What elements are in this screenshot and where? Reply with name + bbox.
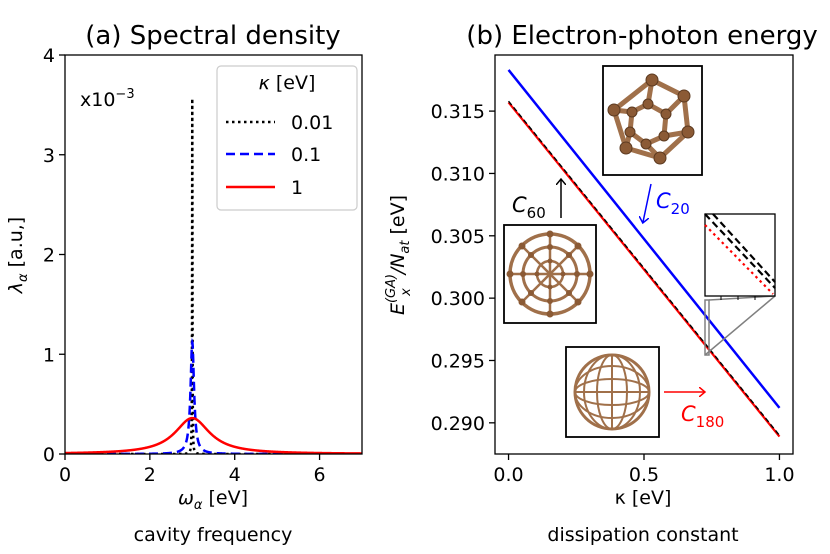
panel-b-ylabel: E(GA)x/Nat [eV] [384,195,414,315]
panel-a-xlabel-unit: [eV] [202,487,248,509]
panel-a-xtick-label: 6 [314,464,326,486]
zoom-connector-top [708,295,776,301]
panel-b-xlabel: κ [eV] [615,487,672,509]
c20-label-base: C [656,189,671,213]
legend-title: κ [eV] [259,72,316,94]
panel-b-ylabel-main: E [387,303,409,315]
panel-a-xlabel2: cavity frequency [134,524,293,546]
panel-a-xlabel-symbol: ω [178,487,194,509]
c60-label-base: C [512,193,527,217]
panel-b-electron-photon-energy: (b) Electron-photon energy 0.0 0.5 1.0 0.2… [384,21,818,546]
panel-b-ytick-label: 0.300 [431,288,485,310]
energy-line-C20 [507,69,781,409]
panel-b-ytick-label: 0.310 [431,163,485,185]
panel-a-scale-base: x10 [80,89,115,111]
energy-line-C180 [507,101,781,438]
panel-b-ytick-label: 0.295 [431,350,485,372]
panel-a-ytick-label: 1 [43,344,55,366]
panel-a-scale-exp: −3 [115,87,134,102]
panel-a-ytick-label: 3 [43,145,55,167]
panel-a-xtick-label: 4 [229,464,241,486]
legend-label-0.01: 0.01 [291,112,333,134]
panel-a-xlabel: ωα [eV] [178,487,248,513]
panel-b-xtick-label: 0.0 [493,464,523,486]
c20-arrow [643,183,652,222]
panel-b-title: (b) Electron-photon energy [466,21,817,51]
legend-label-1: 1 [291,177,303,199]
c180-label-sub: 180 [696,413,725,431]
c180-molecule-image [565,346,660,438]
panel-a-ylabel-sub: α [16,273,31,282]
legend-title-unit: [eV] [270,72,316,94]
panel-a-ytick-label: 2 [43,245,55,267]
panel-b-xtick-label: 0.5 [629,464,659,486]
panel-a-legend: κ [eV] 0.01 0.1 1 [216,65,358,211]
panel-a-title: (a) Spectral density [85,21,340,51]
panel-b-ytick-label: 0.315 [431,101,485,123]
c180-label: C180 [681,402,724,431]
c60-label: C60 [512,193,546,222]
panel-a-xtick-label: 2 [144,464,156,486]
c20-molecule-image [602,65,703,176]
panel-a-spectral-density: (a) Spectral density 0 2 4 6 0 1 2 3 4 x10−3 κ … [5,21,363,546]
panel-a-ylabel: λα [a.u,] [5,217,31,294]
c20-label-sub: 20 [671,200,690,218]
panel-b-ylabel-sup: (GA) [384,274,399,303]
panel-b-ytick-label: 0.290 [431,413,485,435]
legend-box [216,65,358,211]
legend-title-symbol: κ [259,72,271,94]
c60-molecule-image [503,224,597,324]
spectral-curve-kappa-1 [65,416,362,454]
zoom-source-box [704,299,710,356]
panel-b-ylabel-rest: /N [387,254,409,277]
zoom-connector-bottom [704,295,776,356]
panel-b-ylabel-sub2: at [398,240,413,254]
panel-b-xlabel2: dissipation constant [547,524,738,546]
zoom-inset [704,213,776,356]
panel-b-xtick-label: 1.0 [764,464,794,486]
panel-a-scale-label: x10−3 [80,87,135,111]
c180-label-base: C [681,402,696,426]
c60-label-sub: 60 [527,204,546,222]
panel-b-ylabel-unit: [eV] [387,195,409,241]
c20-label: C20 [656,189,690,218]
panel-a-xlabel-sub: α [194,498,203,513]
panel-a-ylabel-symbol: λ [5,282,27,294]
panel-a-xtick-label: 0 [59,464,71,486]
panel-a-ytick-label: 0 [43,444,55,466]
legend-label-0.1: 0.1 [291,144,321,166]
panel-b-ylabel-sub: x [399,288,414,297]
panel-b-ytick-label: 0.305 [431,226,485,248]
panel-a-ylabel-unit: [a.u,] [5,217,27,274]
panel-a-ytick-label: 4 [43,45,55,67]
